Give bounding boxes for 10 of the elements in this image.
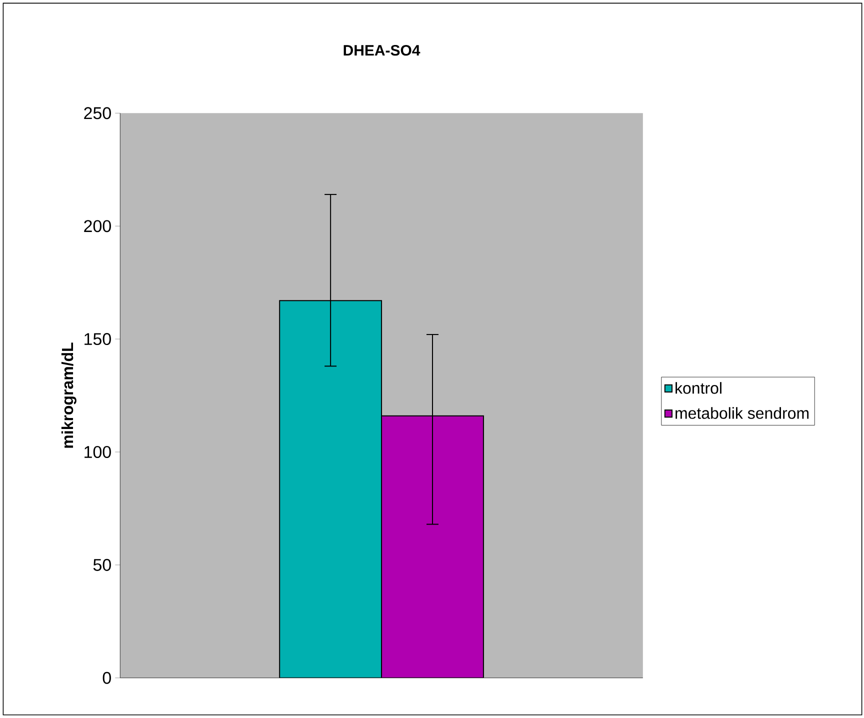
legend-label: kontrol xyxy=(676,382,722,394)
y-tick-label: 200 xyxy=(84,220,111,232)
legend-label: metabolik sendrom xyxy=(676,407,809,419)
y-tick-label: 50 xyxy=(93,558,111,571)
y-tick-label: 150 xyxy=(84,332,111,346)
y-tick-label: 0 xyxy=(102,672,111,684)
y-tick-label: 250 xyxy=(84,107,111,120)
y-tick-label: 100 xyxy=(84,446,111,458)
y-axis-title: mikrogram/dL xyxy=(61,342,76,448)
chart-title: DHEA-SO4 xyxy=(344,44,420,56)
